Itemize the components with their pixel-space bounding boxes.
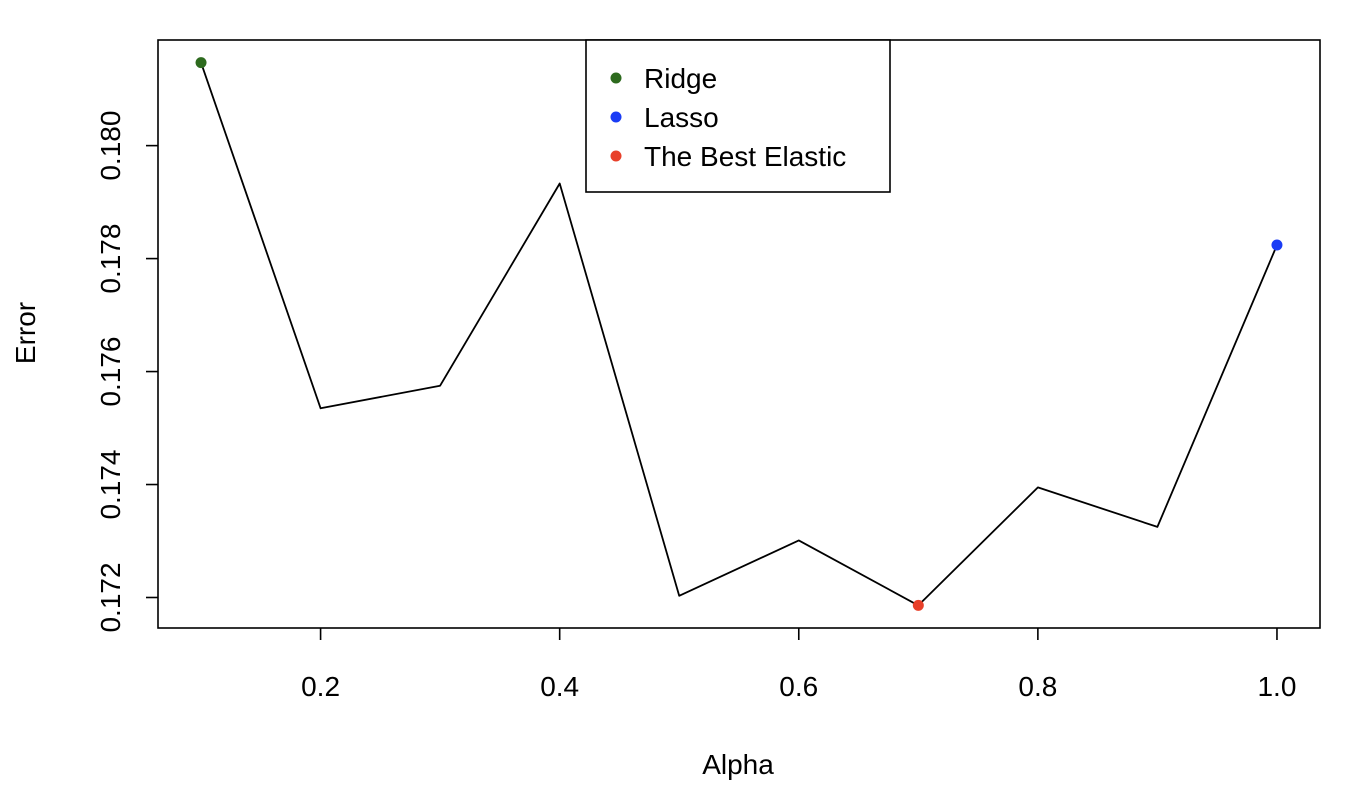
legend-label-lasso: Lasso — [644, 102, 719, 133]
y-tick-label: 0.180 — [95, 111, 126, 181]
y-tick-label: 0.176 — [95, 337, 126, 407]
legend-label-ridge: Ridge — [644, 63, 717, 94]
legend-marker-ridge — [610, 72, 622, 84]
x-tick-label: 0.2 — [301, 671, 340, 702]
error-line — [200, 62, 1278, 607]
lasso-point — [1271, 239, 1283, 251]
the-best-elastic-point — [912, 599, 924, 611]
x-tick-label: 0.8 — [1018, 671, 1057, 702]
x-tick-label: 0.6 — [779, 671, 818, 702]
legend-marker-lasso — [610, 111, 622, 123]
x-tick-label: 1.0 — [1257, 671, 1296, 702]
legend-label-the-best-elastic: The Best Elastic — [644, 141, 846, 172]
y-axis-label: Error — [10, 302, 41, 364]
y-tick-label: 0.172 — [95, 562, 126, 632]
legend-box — [585, 39, 891, 193]
ridge-point — [195, 57, 207, 69]
x-axis-label: Alpha — [702, 749, 774, 780]
legend-marker-the-best-elastic — [610, 150, 622, 162]
axes: 0.2 0.4 0.6 0.8 1.0 0.172 0.174 0.176 0.178 0.180 — [95, 39, 1321, 702]
y-tick-label: 0.174 — [95, 449, 126, 519]
legend: Ridge Lasso The Best Elastic — [585, 39, 891, 193]
x-tick-label: 0.4 — [540, 671, 579, 702]
plot-area — [195, 57, 1283, 611]
y-tick-label: 0.178 — [95, 224, 126, 294]
